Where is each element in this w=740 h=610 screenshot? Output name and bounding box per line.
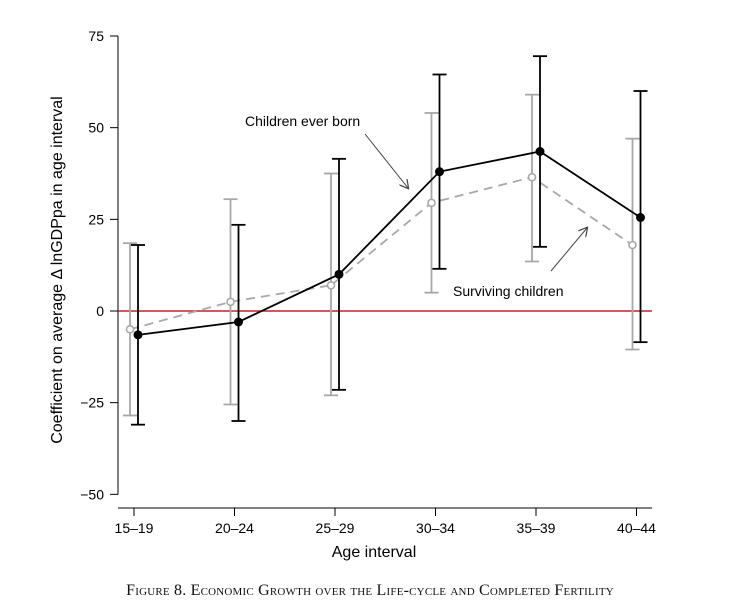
data-point [628,240,637,250]
data-point [234,317,243,327]
x-tick-label: 20–24 [215,520,254,536]
series-line [137,150,641,336]
x-tick-label: 30–34 [416,520,455,536]
y-tick-label: 50 [88,120,104,136]
series-surviving-children [123,93,640,417]
data-point [226,297,235,307]
data-point [636,213,645,222]
x-tick-label: 15–19 [115,520,154,536]
series-layer [123,55,648,426]
x-tick-label: 35–39 [517,520,556,536]
x-axis-title: Age interval [332,544,417,561]
figure-caption: Figure 8. Economic Growth over the Life-… [126,582,614,599]
y-tick-label: 25 [88,211,104,227]
data-point [125,325,135,334]
y-tick-label: 75 [88,28,104,44]
y-tick-label: −50 [80,486,104,502]
data-point [133,330,143,340]
x-tick-label: 25–29 [316,520,355,536]
axes: 75 50 25 0 −25 −50 15–19 20–24 25–29 30–34 35–39 40… [80,28,656,536]
x-tick-label: 40–44 [617,520,656,536]
annotation-arrow-children-ever-born [364,133,408,188]
data-point [326,281,336,290]
annotation-arrow-surviving-children [550,228,587,272]
data-point [334,269,344,279]
data-point [435,167,444,177]
data-point [527,172,537,182]
y-tick-label: 0 [96,303,104,319]
chart: 75 50 25 0 −25 −50 15–19 20–24 25–29 30–34 35–39 40… [49,28,656,561]
data-point [427,198,436,208]
series-line [129,176,634,331]
annotation-children-ever-born: Children ever born [245,113,360,129]
annotations-layer: Children ever born Surviving children [245,113,587,299]
y-axis-title: Coefficient on average Δ lnGDPpa in age … [49,96,66,444]
data-point [535,147,545,156]
y-tick-label: −25 [80,395,104,411]
annotation-surviving-children: Surviving children [453,283,564,299]
series-children-ever-born [131,55,648,426]
